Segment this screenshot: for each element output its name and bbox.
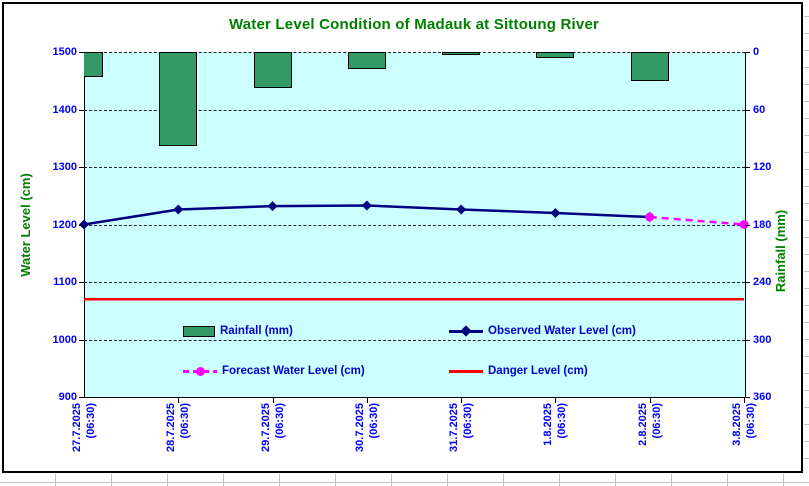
- right-axis-tick-label: 180: [753, 218, 772, 231]
- left-axis-tick: [79, 397, 84, 398]
- observed-marker[interactable]: [79, 219, 89, 230]
- rainfall-bar-series[interactable]: [84, 52, 744, 397]
- line-series-layer[interactable]: [79, 52, 749, 397]
- x-axis-label: 1.8.2025 (06:30): [542, 403, 569, 446]
- x-axis-tick: [461, 398, 463, 403]
- observed-marker[interactable]: [361, 200, 372, 211]
- x-axis-label: 31.7.2025 (06:30): [448, 403, 475, 452]
- right-axis-tick-label: 120: [753, 161, 772, 173]
- x-axis-tick: [178, 398, 180, 403]
- right-axis-tick: [745, 52, 750, 53]
- left-axis-tick-label: 900: [58, 391, 77, 403]
- forecast-line-swatch-icon: [183, 366, 217, 376]
- left-axis-tick-label: 1400: [52, 103, 77, 116]
- observed-marker[interactable]: [267, 201, 278, 212]
- left-axis-tick: [79, 339, 84, 341]
- rainfall-bar[interactable]: [84, 52, 103, 77]
- legend-item-danger[interactable]: Danger Level (cm): [449, 364, 588, 378]
- legend-item-forecast[interactable]: Forecast Water Level (cm): [183, 364, 365, 378]
- x-axis-tick: [366, 398, 368, 403]
- right-axis-tick: [745, 224, 750, 226]
- observed-marker[interactable]: [550, 208, 561, 218]
- left-axis-tick-label: 1100: [53, 276, 77, 288]
- left-axis-tick-label: 1000: [52, 333, 77, 346]
- right-axis-tick: [745, 109, 750, 111]
- right-axis-tick-label: 300: [753, 333, 772, 346]
- right-axis-tick-label: 360: [753, 391, 772, 403]
- right-axis-tick: [745, 282, 750, 283]
- forecast-water-level-line[interactable]: [649, 215, 745, 226]
- chart-title: Water Level Condition of Madauk at Sitto…: [228, 16, 600, 33]
- rainfall-bar[interactable]: [347, 52, 386, 70]
- legend-label: Observed Water Level (cm): [488, 325, 636, 337]
- right-axis-title: Rainfall (mm): [773, 209, 788, 293]
- x-axis-label: 29.7.2025 (06:30): [259, 403, 286, 452]
- x-axis-label: 3.8.2025 (06:30): [731, 403, 757, 446]
- legend-item-observed[interactable]: Observed Water Level (cm): [449, 324, 636, 338]
- gridline: [84, 52, 745, 53]
- rainfall-bar[interactable]: [536, 52, 575, 58]
- legend-label: Forecast Water Level (cm): [222, 365, 365, 377]
- x-axis-label: 27.7.2025 (06:30): [71, 403, 97, 452]
- left-axis-tick-label: 1300: [52, 161, 77, 173]
- gridline: [84, 339, 745, 341]
- right-axis-tick: [745, 397, 750, 398]
- left-axis-tick: [79, 282, 84, 283]
- left-axis-tick: [79, 167, 84, 168]
- legend-label: Rainfall (mm): [220, 325, 293, 337]
- right-axis-tick-label: 240: [753, 276, 772, 288]
- x-axis-label: 30.7.2025 (06:30): [353, 403, 380, 452]
- danger-line-swatch-icon: [449, 369, 483, 373]
- rainfall-bar[interactable]: [253, 52, 292, 89]
- forecast-marker[interactable]: [645, 212, 655, 222]
- rainfall-bar[interactable]: [630, 52, 669, 81]
- observed-marker[interactable]: [456, 204, 467, 215]
- gridline: [84, 282, 745, 283]
- right-axis-tick-label: 60: [753, 103, 766, 116]
- forecast-marker[interactable]: [739, 220, 749, 229]
- gridline: [84, 109, 745, 111]
- x-axis-tick: [272, 398, 274, 403]
- sheet-grid-right: [804, 0, 809, 474]
- right-axis-tick-label: 0: [753, 46, 760, 58]
- observed-line-swatch-icon: [449, 324, 483, 337]
- right-axis-tick: [745, 167, 750, 168]
- rainfall-bar[interactable]: [442, 52, 481, 55]
- x-axis-tick: [744, 398, 745, 403]
- x-axis-tick: [555, 398, 557, 403]
- rainfall-bar[interactable]: [159, 52, 198, 146]
- observed-marker[interactable]: [173, 204, 184, 215]
- rainfall-swatch-icon: [183, 325, 215, 337]
- legend-item-rainfall[interactable]: Rainfall (mm): [183, 324, 293, 338]
- right-axis-tick: [745, 339, 750, 341]
- x-axis-label: 28.7.2025 (06:30): [165, 403, 192, 452]
- left-axis-tick: [79, 224, 84, 226]
- gridline: [84, 167, 745, 168]
- left-axis-tick-label: 1200: [52, 218, 77, 231]
- left-axis-tick: [79, 109, 84, 111]
- left-axis-tick: [79, 52, 84, 53]
- sheet-grid-bottom: [0, 474, 809, 486]
- x-axis-label: 2.8.2025 (06:30): [636, 403, 663, 446]
- chart-object[interactable]: Water Level Condition of Madauk at Sitto…: [2, 2, 803, 473]
- left-axis-tick-label: 1500: [52, 46, 77, 58]
- x-axis-tick: [649, 398, 651, 403]
- gridline: [84, 224, 745, 226]
- legend-label: Danger Level (cm): [488, 365, 588, 377]
